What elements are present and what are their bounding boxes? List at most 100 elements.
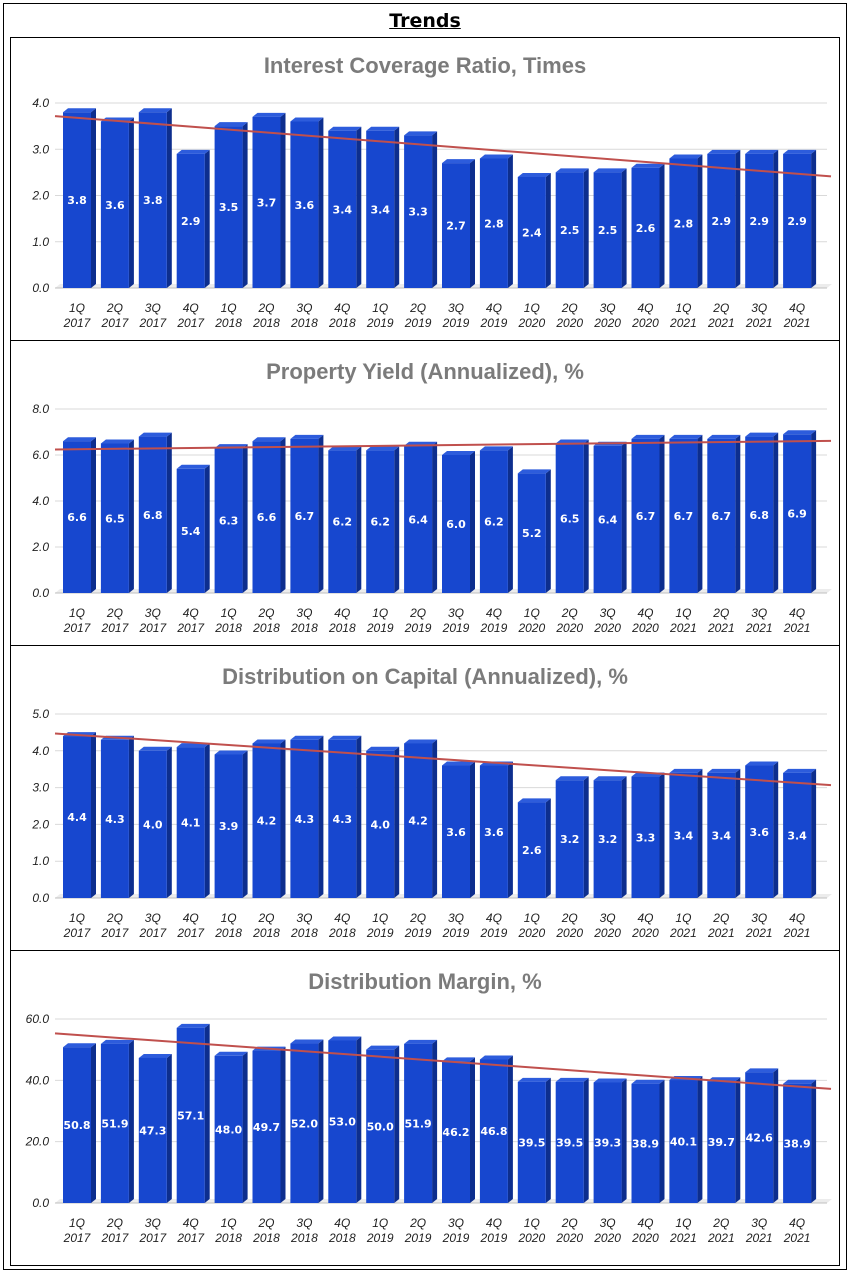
x-tick-label: 3Q 2020 [593, 301, 621, 330]
x-tick-label: 2Q 2019 [404, 911, 432, 940]
data-label: 40.1 [670, 1136, 697, 1149]
bar-front [328, 450, 357, 593]
bar-side [394, 446, 400, 593]
bar-front [783, 1083, 812, 1203]
bar [783, 430, 817, 593]
bar-top [328, 446, 362, 451]
data-label: 3.8 [143, 194, 163, 207]
y-tick-label: 4.0 [32, 494, 49, 508]
x-tick-label: 4Q 2020 [631, 1216, 659, 1245]
x-tick-label: 3Q 2020 [593, 1216, 621, 1245]
bar-top [555, 1077, 589, 1082]
data-label: 48.0 [215, 1123, 242, 1136]
bar [593, 1078, 627, 1203]
x-tick-label: 4Q 2017 [176, 1216, 205, 1245]
bar [669, 434, 703, 593]
bar-top [517, 173, 551, 177]
bar [366, 746, 400, 898]
bar-front [214, 448, 243, 593]
bar [783, 1079, 817, 1203]
bar-top [631, 1079, 665, 1084]
chart-panel-property-yield: Property Yield (Annualized), % 0.0 2.0 4.0 6… [10, 340, 840, 646]
bar [404, 1039, 438, 1203]
bar-front [366, 130, 395, 288]
bar-side [545, 798, 551, 898]
y-tick-label: 3.0 [32, 142, 49, 156]
data-label: 6.2 [370, 516, 390, 529]
bar [63, 1043, 96, 1203]
bar-top [593, 1078, 627, 1083]
y-tick-label: 1.0 [32, 235, 49, 249]
trendline [54, 439, 832, 451]
bar-front [479, 1059, 508, 1203]
bar-top [555, 439, 589, 444]
chart-title: Distribution on Capital (Annualized), % [222, 664, 628, 689]
bar [63, 108, 96, 288]
bar-front [404, 1043, 433, 1203]
bar [593, 441, 627, 593]
chart-title: Interest Coverage Ratio, Times [264, 53, 586, 78]
data-label: 6.9 [787, 508, 807, 521]
bar-side [545, 173, 551, 288]
bar [517, 469, 551, 593]
data-label: 2.9 [749, 215, 769, 228]
bar-front [176, 153, 205, 288]
data-label: 47.3 [139, 1124, 166, 1137]
bar-front [631, 438, 660, 593]
bar [366, 1045, 400, 1203]
x-tick-label: 2Q 2021 [707, 911, 735, 940]
bar-top [176, 149, 210, 154]
x-tick-label: 2Q 2021 [707, 1216, 735, 1245]
x-tick-label: 3Q 2019 [442, 911, 470, 940]
bar-side [432, 131, 438, 288]
x-tick-label: 1Q 2019 [366, 301, 394, 330]
x-tick-label: 3Q 2020 [593, 911, 621, 940]
data-label: 5.4 [181, 525, 201, 538]
x-tick-label: 2Q 2020 [555, 911, 583, 940]
bar-top [555, 168, 589, 173]
bar [252, 437, 286, 593]
distribution-margin-chart: Distribution Margin, % 0.0 20.0 40.0 60.0 50.… [25, 969, 832, 1245]
bar-side [659, 434, 665, 593]
x-tick-label: 2Q 2017 [101, 1216, 130, 1245]
bar-side [811, 430, 817, 593]
bar-side [583, 439, 589, 593]
x-tick-label: 4Q 2021 [783, 1216, 811, 1245]
data-label: 6.7 [295, 510, 315, 523]
bar-side [128, 1039, 134, 1203]
bar-top [366, 1045, 400, 1050]
bar [328, 1036, 362, 1203]
bar-top [442, 1057, 475, 1062]
bar [783, 768, 817, 898]
bar-top [214, 750, 248, 755]
data-label: 6.7 [674, 510, 694, 523]
data-label: 3.8 [67, 194, 87, 207]
bar-top [176, 1023, 210, 1028]
x-tick-label: 4Q 2021 [783, 606, 811, 635]
data-label: 6.2 [333, 516, 353, 529]
bar-top [783, 430, 817, 435]
bar-top [593, 776, 627, 781]
bar-top [707, 149, 741, 154]
bar-side [545, 469, 551, 593]
bar-front [555, 780, 584, 898]
bar-front [669, 1080, 698, 1203]
data-label: 51.9 [101, 1117, 128, 1130]
data-label: 6.8 [749, 509, 769, 522]
bar-side [394, 126, 400, 288]
bar-top [63, 1043, 96, 1048]
bar-front [366, 750, 395, 898]
bar-front [404, 445, 433, 593]
bar-front [328, 739, 357, 898]
x-tick-label: 1Q 2017 [63, 1216, 92, 1245]
bar-top [328, 735, 362, 740]
x-tick-label: 1Q 2018 [214, 606, 242, 635]
bar-side [659, 772, 665, 898]
bar-top [669, 768, 703, 773]
bar [328, 446, 362, 593]
bar-top [138, 432, 172, 437]
data-label: 6.7 [712, 510, 732, 523]
y-tick-label: 2.0 [31, 817, 49, 831]
data-label: 3.9 [219, 820, 239, 833]
x-tick-label: 2Q 2018 [252, 1216, 280, 1245]
